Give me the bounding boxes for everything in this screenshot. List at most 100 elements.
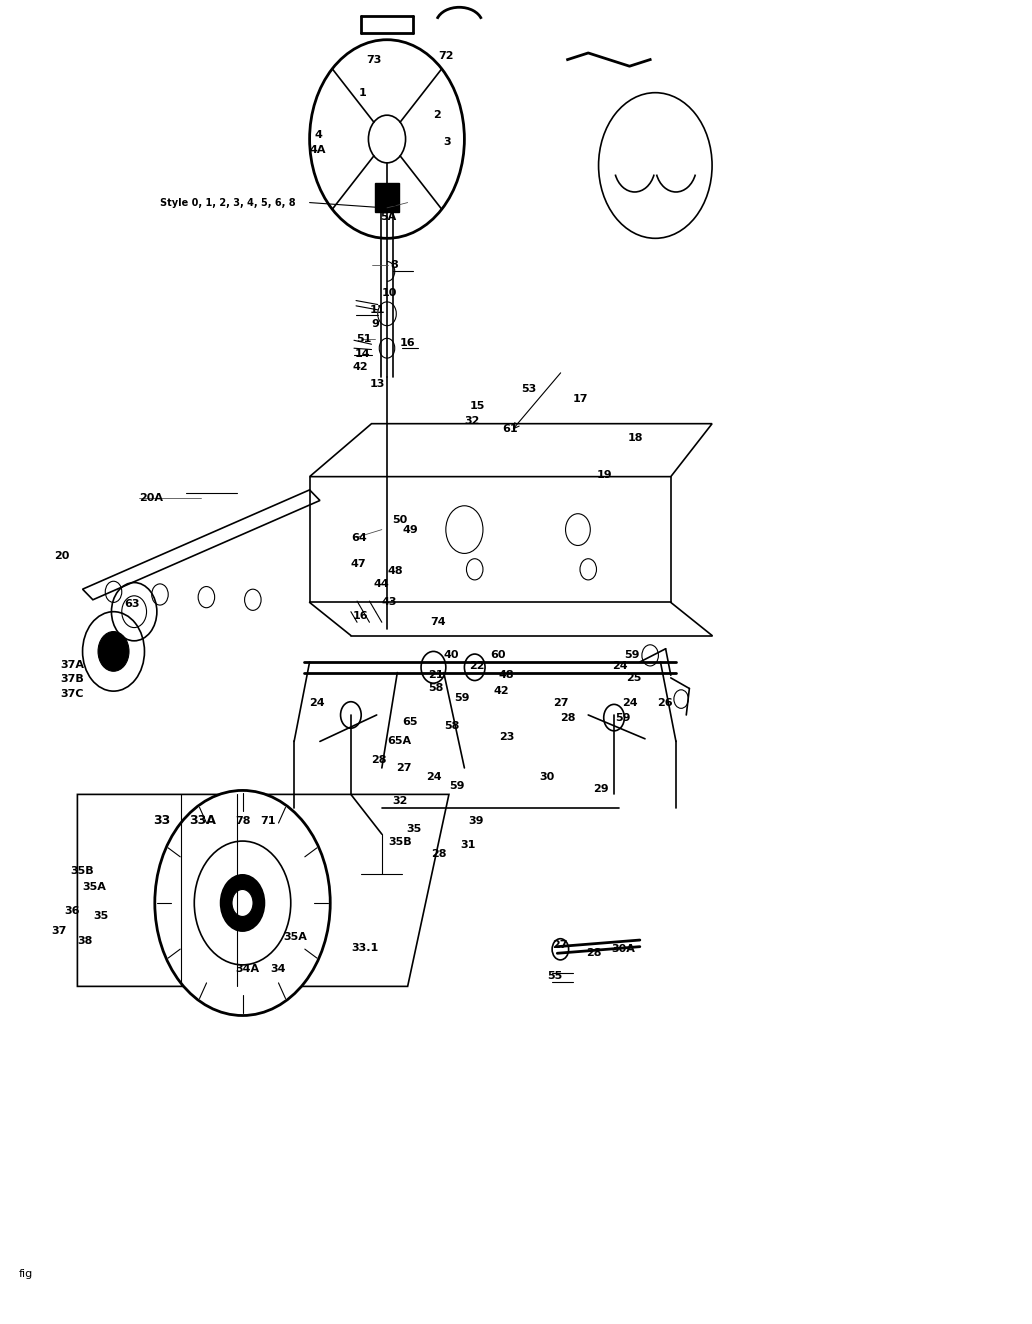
Text: 36: 36 [64,906,79,916]
Text: 59: 59 [624,650,640,661]
Text: 78: 78 [235,816,251,826]
Text: 15: 15 [470,401,485,412]
Text: 48: 48 [387,565,402,576]
Text: 35: 35 [93,911,108,922]
Text: 24: 24 [622,698,638,708]
Text: 16: 16 [353,610,368,621]
Text: 40: 40 [444,650,459,661]
Text: 27: 27 [396,763,412,773]
Text: 74: 74 [430,617,446,628]
Text: 2: 2 [433,110,442,120]
Text: 35B: 35B [388,837,412,847]
Text: 59: 59 [615,712,631,723]
Circle shape [98,632,129,671]
Text: 71: 71 [260,816,276,826]
Text: 60: 60 [490,650,506,661]
Text: 50: 50 [392,515,408,526]
Text: 38: 38 [77,936,93,947]
Text: 20A: 20A [139,493,163,503]
Text: 4A: 4A [310,144,326,155]
Text: 58: 58 [428,683,444,694]
Text: 35A: 35A [284,932,308,943]
Text: 13: 13 [369,379,385,389]
Text: 4: 4 [315,130,323,140]
Text: 65A: 65A [387,736,411,747]
Text: 27: 27 [552,940,568,951]
Text: 34A: 34A [235,964,259,974]
Text: 3: 3 [444,136,451,147]
Text: 24: 24 [426,772,442,782]
Text: 58: 58 [444,720,459,731]
Circle shape [83,612,144,691]
Text: Style 0, 1, 2, 3, 4, 5, 6, 8: Style 0, 1, 2, 3, 4, 5, 6, 8 [160,197,295,208]
Text: 72: 72 [439,50,454,61]
Text: 42: 42 [353,361,368,372]
Text: 8: 8 [390,260,398,270]
Text: 22: 22 [470,661,485,671]
Text: 37C: 37C [60,688,84,699]
Text: 18: 18 [627,433,643,444]
Text: 9: 9 [372,319,380,330]
Text: 19: 19 [596,470,612,481]
Polygon shape [310,424,712,477]
Text: 25: 25 [626,673,642,683]
Circle shape [232,890,253,916]
Circle shape [221,875,264,931]
Text: 33A: 33A [189,814,216,828]
Text: 24: 24 [612,661,627,671]
Text: 53: 53 [521,384,537,395]
Text: 37B: 37B [60,674,84,685]
Bar [375,183,399,212]
Text: 35B: 35B [70,866,94,876]
Text: 11: 11 [369,305,385,315]
Text: 37A: 37A [60,659,84,670]
Text: 43: 43 [382,597,397,608]
Text: 59: 59 [449,781,464,792]
Text: 47: 47 [351,559,366,569]
Polygon shape [77,794,449,986]
Text: 64: 64 [351,532,366,543]
Text: 16: 16 [399,338,415,348]
Text: 28: 28 [431,849,447,859]
Circle shape [155,790,330,1016]
Text: 29: 29 [593,784,609,794]
Text: 28: 28 [372,755,387,765]
Text: 37: 37 [52,925,67,936]
Text: 39: 39 [469,816,484,826]
Text: 10: 10 [382,287,397,298]
Text: 24: 24 [310,698,325,708]
Text: 21: 21 [428,670,444,681]
Text: 44: 44 [374,579,389,589]
Text: 1: 1 [359,87,367,98]
Text: 32: 32 [464,416,480,426]
Text: 26: 26 [657,698,673,708]
Text: 51: 51 [356,334,372,344]
Text: 33: 33 [153,814,170,828]
Text: 28: 28 [586,948,602,959]
Text: 5A: 5A [380,212,396,222]
Text: 48: 48 [498,670,514,681]
Text: 42: 42 [493,686,509,696]
Polygon shape [83,490,320,600]
Circle shape [194,841,291,965]
Text: 5: 5 [389,197,396,208]
Text: 31: 31 [460,839,476,850]
Text: 59: 59 [454,692,470,703]
Text: 49: 49 [402,524,418,535]
Text: 35: 35 [407,824,422,834]
Text: 55: 55 [547,970,562,981]
Text: 30A: 30A [611,944,635,955]
Text: 73: 73 [366,54,382,65]
Text: 27: 27 [553,698,569,708]
Text: 28: 28 [560,712,576,723]
Text: 23: 23 [499,732,515,743]
Text: 34: 34 [270,964,286,974]
Text: 65: 65 [402,716,418,727]
Text: 33.1: 33.1 [351,943,378,953]
Text: 63: 63 [124,598,139,609]
Text: fig: fig [19,1268,33,1279]
Text: 20: 20 [54,551,69,561]
Text: 32: 32 [392,796,408,806]
Text: 30: 30 [540,772,555,782]
Text: 35A: 35A [83,882,106,892]
